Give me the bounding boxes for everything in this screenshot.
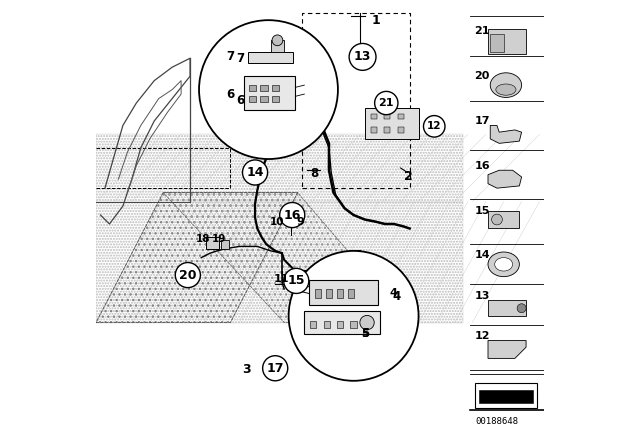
Circle shape — [175, 263, 200, 288]
Circle shape — [492, 214, 502, 225]
Bar — [324, 321, 330, 328]
Text: 17: 17 — [266, 362, 284, 375]
Bar — [260, 85, 268, 91]
Bar — [488, 211, 520, 228]
Text: 16: 16 — [284, 208, 301, 222]
Bar — [490, 34, 504, 52]
Text: 14: 14 — [246, 166, 264, 179]
Circle shape — [374, 91, 398, 115]
Text: 7: 7 — [227, 49, 234, 63]
Bar — [244, 76, 295, 110]
Text: 3: 3 — [242, 363, 250, 376]
Polygon shape — [490, 125, 522, 143]
Polygon shape — [488, 340, 526, 358]
Circle shape — [360, 315, 374, 330]
Text: 4: 4 — [393, 290, 401, 303]
Text: 15: 15 — [474, 206, 490, 215]
Bar — [308, 280, 378, 305]
Bar — [371, 127, 377, 133]
Circle shape — [517, 304, 526, 313]
Text: 6: 6 — [227, 87, 234, 101]
Bar — [337, 289, 343, 298]
Circle shape — [284, 268, 308, 293]
Ellipse shape — [496, 84, 516, 95]
Circle shape — [262, 356, 288, 381]
Text: 2: 2 — [404, 170, 413, 184]
Text: 5: 5 — [361, 327, 369, 340]
Bar — [337, 321, 343, 328]
Text: 8: 8 — [310, 167, 318, 181]
Bar — [248, 52, 293, 63]
Bar — [205, 237, 219, 249]
Text: 13: 13 — [474, 291, 490, 301]
Text: 10: 10 — [270, 217, 285, 227]
Text: 16: 16 — [474, 161, 490, 171]
Bar — [384, 114, 390, 119]
Text: 21: 21 — [474, 26, 490, 36]
Text: 7: 7 — [236, 52, 244, 65]
Bar — [249, 85, 257, 91]
Bar — [351, 321, 356, 328]
Bar — [371, 114, 377, 119]
Bar — [488, 29, 526, 54]
Text: 4: 4 — [390, 289, 398, 298]
Polygon shape — [488, 170, 522, 188]
Bar — [365, 108, 419, 139]
Bar — [488, 300, 526, 316]
Bar — [479, 390, 532, 403]
Text: 19: 19 — [212, 234, 226, 244]
Bar — [348, 289, 355, 298]
Circle shape — [272, 35, 283, 46]
Bar — [315, 289, 321, 298]
Bar — [271, 40, 284, 52]
Text: 17: 17 — [474, 116, 490, 126]
Circle shape — [280, 202, 305, 228]
Text: 20: 20 — [179, 268, 196, 282]
Text: 18: 18 — [195, 234, 210, 244]
Bar — [384, 127, 390, 133]
Text: 1: 1 — [372, 13, 380, 27]
Ellipse shape — [488, 252, 519, 276]
Bar — [474, 383, 538, 408]
Text: 12: 12 — [474, 331, 490, 341]
Text: 5: 5 — [361, 329, 369, 339]
Bar — [271, 96, 279, 102]
Bar — [260, 96, 268, 102]
Circle shape — [243, 160, 268, 185]
Bar — [397, 127, 404, 133]
Bar — [326, 289, 332, 298]
Bar — [221, 240, 228, 249]
Circle shape — [349, 43, 376, 70]
Bar — [310, 321, 316, 328]
Ellipse shape — [490, 73, 522, 98]
Text: 00188648: 00188648 — [476, 417, 518, 426]
Text: 15: 15 — [287, 274, 305, 288]
Bar — [305, 311, 380, 334]
Text: 21: 21 — [378, 98, 394, 108]
Text: 13: 13 — [354, 50, 371, 64]
Bar — [397, 114, 404, 119]
Text: 6: 6 — [236, 94, 244, 108]
Bar — [249, 96, 257, 102]
Ellipse shape — [495, 258, 513, 271]
Text: 20: 20 — [474, 71, 490, 81]
Bar — [271, 85, 279, 91]
Circle shape — [424, 116, 445, 137]
Text: 12: 12 — [427, 121, 442, 131]
Text: 11: 11 — [274, 274, 290, 284]
Circle shape — [289, 251, 419, 381]
Circle shape — [199, 20, 338, 159]
Text: 14: 14 — [474, 250, 490, 260]
Text: 9: 9 — [297, 217, 305, 227]
